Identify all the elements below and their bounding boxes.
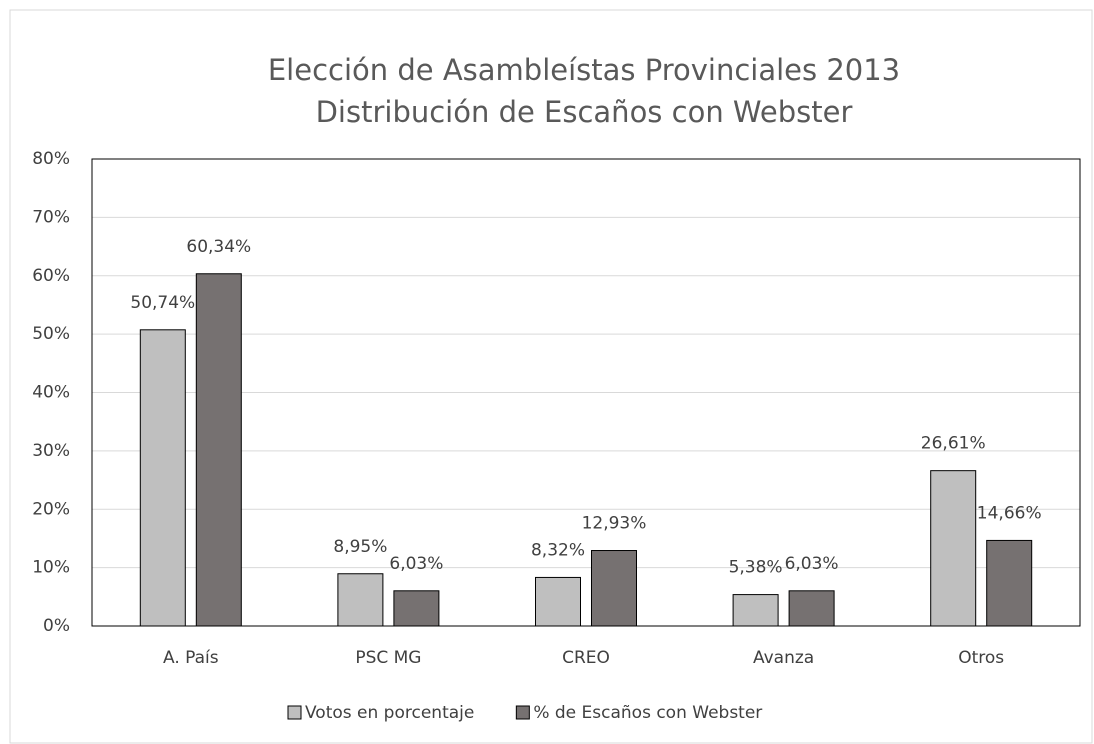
value-label: 50,74% — [130, 293, 195, 313]
x-tick-label: Avanza — [753, 648, 814, 668]
bar — [986, 539, 1033, 627]
y-tick-label: 70% — [32, 207, 70, 227]
bar — [195, 273, 242, 627]
bar — [535, 576, 581, 627]
y-tick-label: 40% — [32, 383, 70, 403]
legend-label: % de Escaños con Webster — [533, 703, 762, 723]
value-label: 60,34% — [186, 237, 251, 257]
x-tick-label: CREO — [562, 648, 610, 668]
x-tick-label: A. País — [163, 648, 219, 668]
bar — [393, 590, 440, 627]
bar — [337, 573, 384, 627]
legend-swatch — [287, 705, 302, 720]
value-label: 8,95% — [333, 537, 387, 557]
y-tick-label: 0% — [43, 616, 70, 636]
value-label: 5,38% — [729, 558, 783, 578]
bar — [732, 594, 779, 627]
bar — [591, 550, 637, 627]
value-label: 6,03% — [389, 554, 443, 574]
y-tick-label: 50% — [32, 324, 70, 344]
value-label: 26,61% — [921, 434, 986, 454]
y-tick-label: 30% — [32, 441, 70, 461]
y-tick-label: 20% — [32, 499, 70, 519]
bar — [139, 329, 186, 627]
x-tick-label: PSC MG — [355, 648, 421, 668]
legend-label: Votos en porcentaje — [305, 703, 474, 723]
y-tick-label: 60% — [32, 266, 70, 286]
legend-swatch — [515, 705, 530, 720]
value-label: 14,66% — [977, 503, 1042, 523]
bar — [930, 470, 977, 627]
value-label: 8,32% — [531, 540, 585, 560]
value-label: 12,93% — [582, 514, 647, 534]
chart-title: Elección de Asambleístas Provinciales 20… — [268, 53, 900, 87]
y-tick-label: 10% — [32, 558, 70, 578]
y-tick-label: 80% — [32, 149, 70, 169]
value-label: 6,03% — [785, 554, 839, 574]
plot-border — [91, 158, 1081, 627]
chart-subtitle: Distribución de Escaños con Webster — [316, 95, 853, 129]
bar — [788, 590, 835, 627]
x-tick-label: Otros — [958, 648, 1004, 668]
